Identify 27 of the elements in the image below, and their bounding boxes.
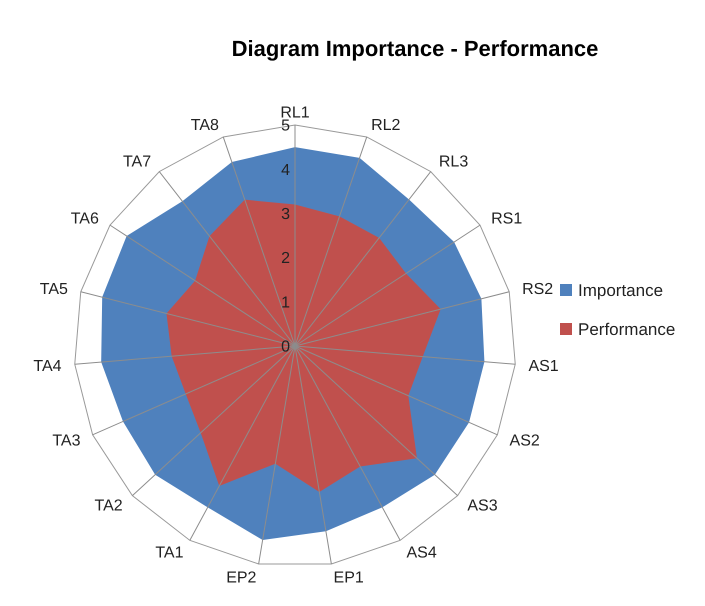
spoke-label: TA6 <box>70 210 99 228</box>
spoke-label: TA2 <box>94 497 123 514</box>
spoke-label: TA4 <box>33 358 62 375</box>
y-tick-label: 1 <box>281 294 290 312</box>
spoke-label: TA1 <box>155 544 184 562</box>
spoke-label: TA5 <box>40 281 68 298</box>
y-tick-label: 5 <box>281 118 290 135</box>
spoke-label: AS3 <box>467 497 498 514</box>
y-tick-label: 3 <box>281 206 290 223</box>
y-tick-label: 4 <box>281 162 290 179</box>
spoke-label: AS2 <box>510 432 540 450</box>
spoke-label: AS4 <box>406 544 437 562</box>
chart-title: Diagram Importance - Performance <box>232 36 598 61</box>
spoke-label: RS2 <box>522 281 554 298</box>
spoke-label: TA8 <box>190 117 220 134</box>
spoke-label: RS1 <box>491 210 522 228</box>
y-tick-label: 0 <box>281 338 290 356</box>
spoke-label: RL3 <box>438 154 468 171</box>
spoke-label: TA3 <box>52 432 81 450</box>
spoke-label: EP2 <box>226 570 257 587</box>
legend-label: Importance <box>578 280 664 300</box>
y-tick-label: 2 <box>281 250 290 268</box>
spoke-label: EP1 <box>334 570 364 587</box>
spoke-label: AS1 <box>528 358 559 375</box>
spoke-label: TA7 <box>122 154 152 171</box>
spoke-label: RL2 <box>371 117 401 134</box>
legend-label: Performance <box>578 320 676 339</box>
